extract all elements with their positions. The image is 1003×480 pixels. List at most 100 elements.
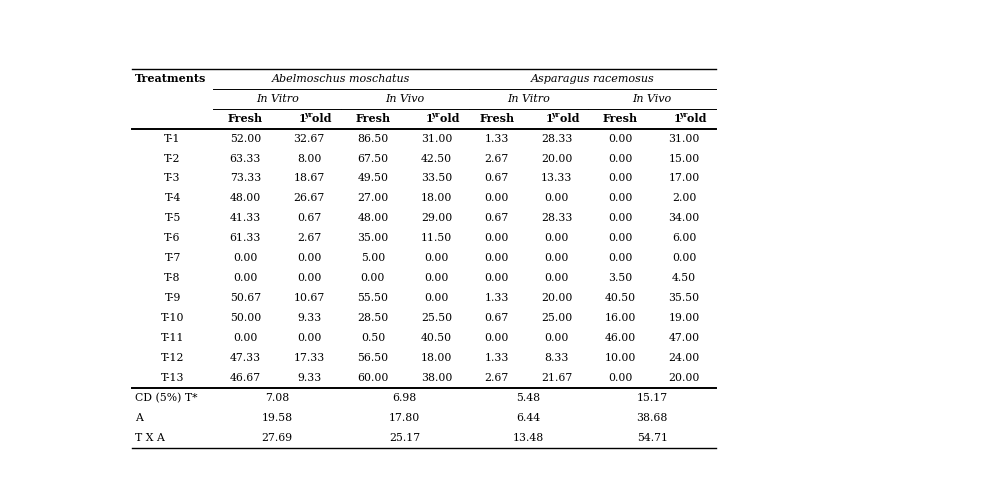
- Text: T-6: T-6: [164, 233, 181, 243]
- Text: 42.50: 42.50: [420, 154, 452, 164]
- Text: 0.00: 0.00: [484, 273, 509, 283]
- Text: T-8: T-8: [164, 273, 181, 283]
- Text: 0.67: 0.67: [297, 214, 321, 223]
- Text: 13.33: 13.33: [541, 173, 572, 183]
- Text: T X A: T X A: [134, 433, 164, 443]
- Text: 0.67: 0.67: [484, 214, 509, 223]
- Text: T-13: T-13: [160, 373, 185, 383]
- Text: 15.17: 15.17: [636, 393, 667, 403]
- Text: 5.48: 5.48: [516, 393, 540, 403]
- Text: 6.98: 6.98: [392, 393, 416, 403]
- Text: 5.00: 5.00: [360, 253, 385, 264]
- Text: old: old: [435, 113, 459, 124]
- Text: 0.00: 0.00: [608, 214, 632, 223]
- Text: 9.33: 9.33: [297, 313, 321, 323]
- Text: 38.00: 38.00: [420, 373, 452, 383]
- Text: 1.33: 1.33: [484, 133, 509, 144]
- Text: 18.00: 18.00: [420, 353, 452, 363]
- Text: 18.00: 18.00: [420, 193, 452, 204]
- Text: CD (5%) T*: CD (5%) T*: [134, 393, 198, 403]
- Text: 8.33: 8.33: [544, 353, 568, 363]
- Text: 0.67: 0.67: [484, 313, 509, 323]
- Text: 0.00: 0.00: [484, 193, 509, 204]
- Text: 17.33: 17.33: [293, 353, 324, 363]
- Text: 0.00: 0.00: [544, 233, 568, 243]
- Text: 0.00: 0.00: [544, 333, 568, 343]
- Text: 0.00: 0.00: [233, 253, 257, 264]
- Text: 7.08: 7.08: [265, 393, 289, 403]
- Text: 67.50: 67.50: [357, 154, 388, 164]
- Text: 28.33: 28.33: [541, 214, 572, 223]
- Text: 47.00: 47.00: [668, 333, 699, 343]
- Text: 48.00: 48.00: [230, 193, 261, 204]
- Text: 0.00: 0.00: [424, 253, 448, 264]
- Text: 48.00: 48.00: [357, 214, 388, 223]
- Text: T-5: T-5: [164, 214, 181, 223]
- Text: 0.00: 0.00: [608, 373, 632, 383]
- Text: 28.33: 28.33: [541, 133, 572, 144]
- Text: old: old: [683, 113, 706, 124]
- Text: 46.00: 46.00: [604, 333, 635, 343]
- Text: 2.67: 2.67: [484, 154, 509, 164]
- Text: 0.00: 0.00: [424, 273, 448, 283]
- Text: 50.00: 50.00: [230, 313, 261, 323]
- Text: T-4: T-4: [164, 193, 181, 204]
- Text: 16.00: 16.00: [604, 313, 636, 323]
- Text: 40.50: 40.50: [420, 333, 452, 343]
- Text: 47.33: 47.33: [230, 353, 261, 363]
- Text: 0.00: 0.00: [484, 253, 509, 264]
- Text: 8.00: 8.00: [297, 154, 321, 164]
- Text: In Vivo: In Vivo: [385, 94, 424, 104]
- Text: old: old: [308, 113, 332, 124]
- Text: 73.33: 73.33: [230, 173, 261, 183]
- Text: 25.00: 25.00: [541, 313, 572, 323]
- Text: 52.00: 52.00: [230, 133, 261, 144]
- Text: In Vitro: In Vitro: [507, 94, 550, 104]
- Text: 26.67: 26.67: [293, 193, 324, 204]
- Text: Asparagus racemosus: Asparagus racemosus: [530, 73, 654, 84]
- Text: 40.50: 40.50: [604, 293, 635, 303]
- Text: 0.00: 0.00: [608, 154, 632, 164]
- Text: Abelmoschus moschatus: Abelmoschus moschatus: [272, 73, 410, 84]
- Text: 34.00: 34.00: [668, 214, 699, 223]
- Text: Fresh: Fresh: [602, 113, 637, 124]
- Text: 0.00: 0.00: [297, 253, 321, 264]
- Text: 38.68: 38.68: [636, 413, 667, 423]
- Text: T-3: T-3: [164, 173, 181, 183]
- Text: 21.67: 21.67: [541, 373, 572, 383]
- Text: 0.00: 0.00: [608, 133, 632, 144]
- Text: 56.50: 56.50: [357, 353, 388, 363]
- Text: 2.67: 2.67: [297, 233, 321, 243]
- Text: 20.00: 20.00: [541, 154, 572, 164]
- Text: In Vitro: In Vitro: [256, 94, 298, 104]
- Text: yr: yr: [303, 111, 312, 119]
- Text: Fresh: Fresh: [355, 113, 390, 124]
- Text: Fresh: Fresh: [478, 113, 514, 124]
- Text: T-12: T-12: [160, 353, 185, 363]
- Text: yr: yr: [551, 111, 559, 119]
- Text: 31.00: 31.00: [420, 133, 452, 144]
- Text: 41.33: 41.33: [230, 214, 261, 223]
- Text: 27.69: 27.69: [262, 433, 293, 443]
- Text: 9.33: 9.33: [297, 373, 321, 383]
- Text: 2.67: 2.67: [484, 373, 509, 383]
- Text: 35.50: 35.50: [668, 293, 699, 303]
- Text: 49.50: 49.50: [357, 173, 388, 183]
- Text: 46.67: 46.67: [230, 373, 261, 383]
- Text: 27.00: 27.00: [357, 193, 388, 204]
- Text: 17.00: 17.00: [668, 173, 699, 183]
- Text: 61.33: 61.33: [230, 233, 261, 243]
- Text: 60.00: 60.00: [357, 373, 388, 383]
- Text: 0.00: 0.00: [544, 273, 568, 283]
- Text: 19.00: 19.00: [668, 313, 699, 323]
- Text: 1: 1: [425, 113, 433, 124]
- Text: 33.50: 33.50: [420, 173, 452, 183]
- Text: Fresh: Fresh: [228, 113, 263, 124]
- Text: 25.50: 25.50: [420, 313, 452, 323]
- Text: 0.50: 0.50: [360, 333, 385, 343]
- Text: 54.71: 54.71: [636, 433, 667, 443]
- Text: T-10: T-10: [160, 313, 185, 323]
- Text: 63.33: 63.33: [230, 154, 261, 164]
- Text: 10.67: 10.67: [293, 293, 324, 303]
- Text: 11.50: 11.50: [420, 233, 452, 243]
